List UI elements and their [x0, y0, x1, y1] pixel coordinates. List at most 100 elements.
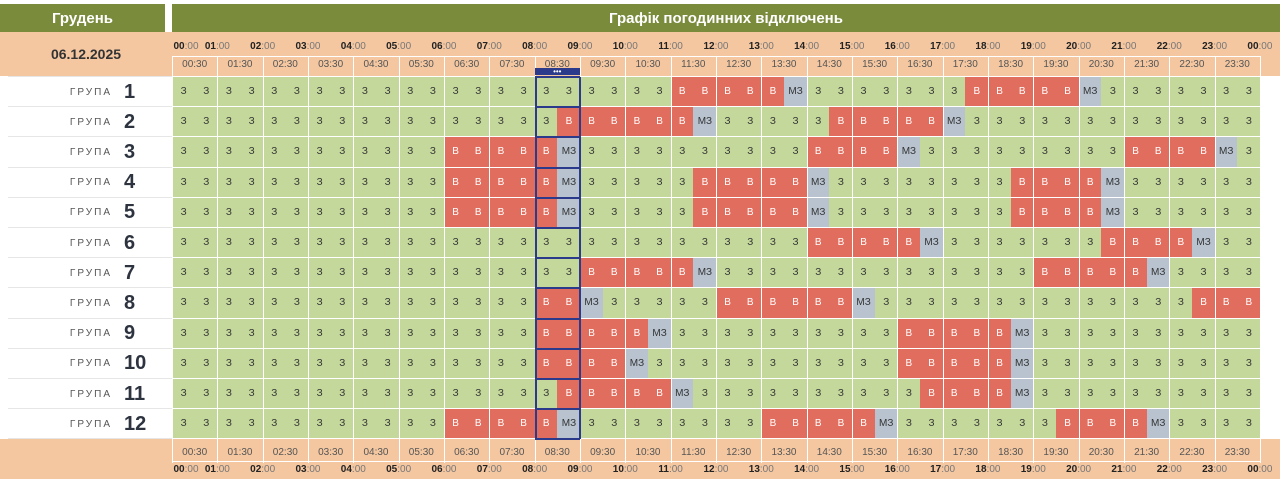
schedule-cell: З	[1078, 379, 1102, 409]
half-hour-tick-label: 05:30	[408, 447, 434, 458]
half-hour-tick-label: 04:30	[363, 59, 389, 70]
axis-separator	[172, 56, 1260, 57]
schedule-cell: З	[1010, 288, 1034, 318]
group-number: 10	[124, 352, 147, 375]
minute-suffix: :00	[714, 464, 729, 475]
schedule-cell: З	[489, 348, 513, 378]
axis-divider	[1259, 439, 1261, 463]
hour-gridline	[1259, 77, 1261, 440]
schedule-cell: З	[285, 167, 309, 197]
schedule-cell: З	[579, 77, 604, 107]
schedule-cell: З	[375, 348, 400, 378]
schedule-cell: З	[602, 228, 626, 258]
group-label-5: ГРУПА 5	[0, 198, 172, 228]
schedule-cell: З	[443, 288, 468, 318]
schedule-cell: З	[239, 77, 264, 107]
half-hour-tick-label: 09:30	[590, 59, 616, 70]
schedule-cell: З	[262, 379, 286, 409]
schedule-cell: З	[851, 197, 876, 227]
group-number: 9	[124, 322, 136, 345]
schedule-cell: З	[625, 228, 649, 258]
schedule-cell: З	[806, 77, 830, 107]
axis-divider	[1123, 56, 1125, 76]
hour-tick-label: 01:00	[205, 464, 230, 475]
schedule-cell: З	[1101, 137, 1125, 167]
schedule-cell: З	[353, 107, 377, 137]
schedule-cell: З	[987, 288, 1012, 318]
schedule-cell: МЗ	[851, 288, 876, 318]
schedule-cell: З	[761, 137, 785, 167]
schedule-cell: МЗ	[1101, 197, 1125, 227]
schedule-cell: В	[557, 318, 581, 348]
hour-tick-label: 18:00	[975, 464, 1000, 475]
axis-divider	[262, 439, 264, 463]
hour-tick-label: 13:00	[749, 464, 774, 475]
schedule-cell: З	[262, 318, 286, 348]
schedule-cell: З	[330, 107, 354, 137]
half-hour-tick-label: 22:30	[1179, 447, 1205, 458]
schedule-cell: З	[330, 77, 354, 107]
half-hour-tick-label: 19:30	[1043, 59, 1069, 70]
schedule-cell: З	[670, 348, 694, 378]
schedule-cell: З	[443, 379, 468, 409]
schedule-cell: В	[579, 379, 604, 409]
schedule-cell: З	[511, 228, 536, 258]
schedule-cell: З	[217, 137, 241, 167]
schedule-cell: МЗ	[1010, 318, 1034, 348]
schedule-cell: З	[262, 167, 286, 197]
schedule-cell: В	[1146, 228, 1170, 258]
schedule-cell: З	[965, 107, 989, 137]
schedule-cell: З	[557, 258, 581, 288]
label-separator	[8, 408, 172, 410]
half-hour-tick-label: 09:30	[590, 447, 616, 458]
schedule-cell: З	[670, 409, 694, 439]
axis-divider	[670, 439, 672, 463]
schedule-cell: З	[1214, 318, 1238, 348]
half-hour-tick-label: 11:30	[681, 447, 706, 458]
hour-value: 18	[975, 464, 987, 475]
schedule-cell: З	[738, 318, 762, 348]
schedule-cell: В	[1078, 258, 1102, 288]
schedule-cell: МЗ	[806, 167, 830, 197]
schedule-cell: З	[557, 77, 581, 107]
schedule-cell: З	[398, 348, 422, 378]
schedule-cell: В	[783, 288, 808, 318]
schedule-cell: В	[851, 107, 876, 137]
schedule-cell: З	[285, 107, 309, 137]
half-hour-tick-label: 19:30	[1043, 447, 1069, 458]
schedule-cell: З	[942, 409, 966, 439]
half-hour-tick-label: 15:30	[862, 447, 888, 458]
schedule-cell: З	[693, 137, 717, 167]
schedule-cell: З	[1033, 318, 1057, 348]
schedule-cell: З	[1101, 348, 1125, 378]
axis-divider	[307, 439, 309, 463]
schedule-cell: З	[330, 228, 354, 258]
half-hour-tick-label: 06:30	[454, 59, 480, 70]
axis-divider	[1214, 439, 1216, 463]
schedule-cell: З	[602, 167, 626, 197]
axis-divider	[806, 56, 808, 76]
half-hour-tick-label: 05:30	[408, 59, 434, 70]
half-hour-tick-label: 08:30	[544, 59, 570, 70]
schedule-cell: В	[874, 107, 898, 137]
schedule-cell: В	[897, 228, 921, 258]
hour-value: 22	[1156, 464, 1168, 475]
group-label-4: ГРУПА 4	[0, 168, 172, 198]
group-number: 6	[124, 231, 136, 254]
minute-suffix: :00	[1167, 41, 1182, 52]
half-hour-tick-label: 20:30	[1088, 447, 1114, 458]
label-separator	[8, 106, 172, 108]
schedule-cell: В	[715, 288, 740, 318]
half-hour-tick-label: 16:30	[907, 59, 933, 70]
hour-tick-label: 22:00	[1157, 41, 1182, 52]
schedule-cell: З	[330, 197, 354, 227]
schedule-cell: З	[874, 348, 898, 378]
half-hour-tick-label: 02:30	[272, 59, 298, 70]
schedule-cell: З	[897, 288, 921, 318]
hour-gridline	[625, 77, 627, 440]
hour-tick-label: 13:00	[749, 41, 774, 52]
schedule-cell: В	[557, 288, 581, 318]
schedule-cell: З	[511, 107, 536, 137]
schedule-cell: З	[353, 348, 377, 378]
